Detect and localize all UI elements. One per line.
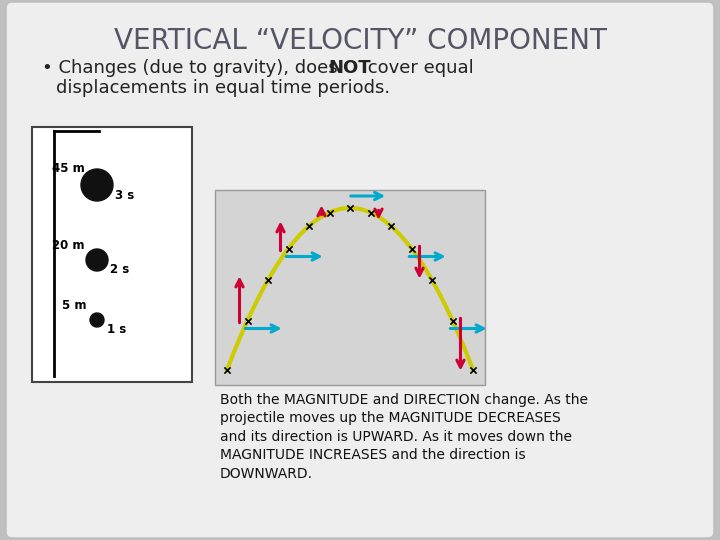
Point xyxy=(242,316,253,325)
Text: displacements in equal time periods.: displacements in equal time periods. xyxy=(56,79,390,97)
Circle shape xyxy=(90,313,104,327)
Point xyxy=(283,244,294,253)
Point xyxy=(262,276,274,285)
Point xyxy=(385,222,397,231)
FancyBboxPatch shape xyxy=(215,190,485,385)
FancyBboxPatch shape xyxy=(6,2,714,538)
Text: 3 s: 3 s xyxy=(115,189,134,202)
Point xyxy=(426,276,438,285)
Text: 5 m: 5 m xyxy=(62,299,86,312)
Point xyxy=(446,316,458,325)
Circle shape xyxy=(81,169,113,201)
Text: 1 s: 1 s xyxy=(107,323,126,336)
Text: cover equal: cover equal xyxy=(362,59,474,77)
Point xyxy=(365,208,377,217)
FancyBboxPatch shape xyxy=(32,127,192,382)
Point xyxy=(303,222,315,231)
Text: NOT: NOT xyxy=(328,59,371,77)
Text: 45 m: 45 m xyxy=(52,162,85,175)
Text: 20 m: 20 m xyxy=(52,239,84,252)
Text: Both the MAGNITUDE and DIRECTION change. As the
projectile moves up the MAGNITUD: Both the MAGNITUDE and DIRECTION change.… xyxy=(220,393,588,481)
Text: • Changes (due to gravity), does: • Changes (due to gravity), does xyxy=(42,59,343,77)
Point xyxy=(467,366,479,374)
Point xyxy=(406,244,418,253)
Point xyxy=(221,366,233,374)
Text: VERTICAL “VELOCITY” COMPONENT: VERTICAL “VELOCITY” COMPONENT xyxy=(114,27,606,55)
Circle shape xyxy=(86,249,108,271)
Text: 2 s: 2 s xyxy=(110,263,130,276)
Point xyxy=(324,208,336,217)
Point xyxy=(344,204,356,212)
